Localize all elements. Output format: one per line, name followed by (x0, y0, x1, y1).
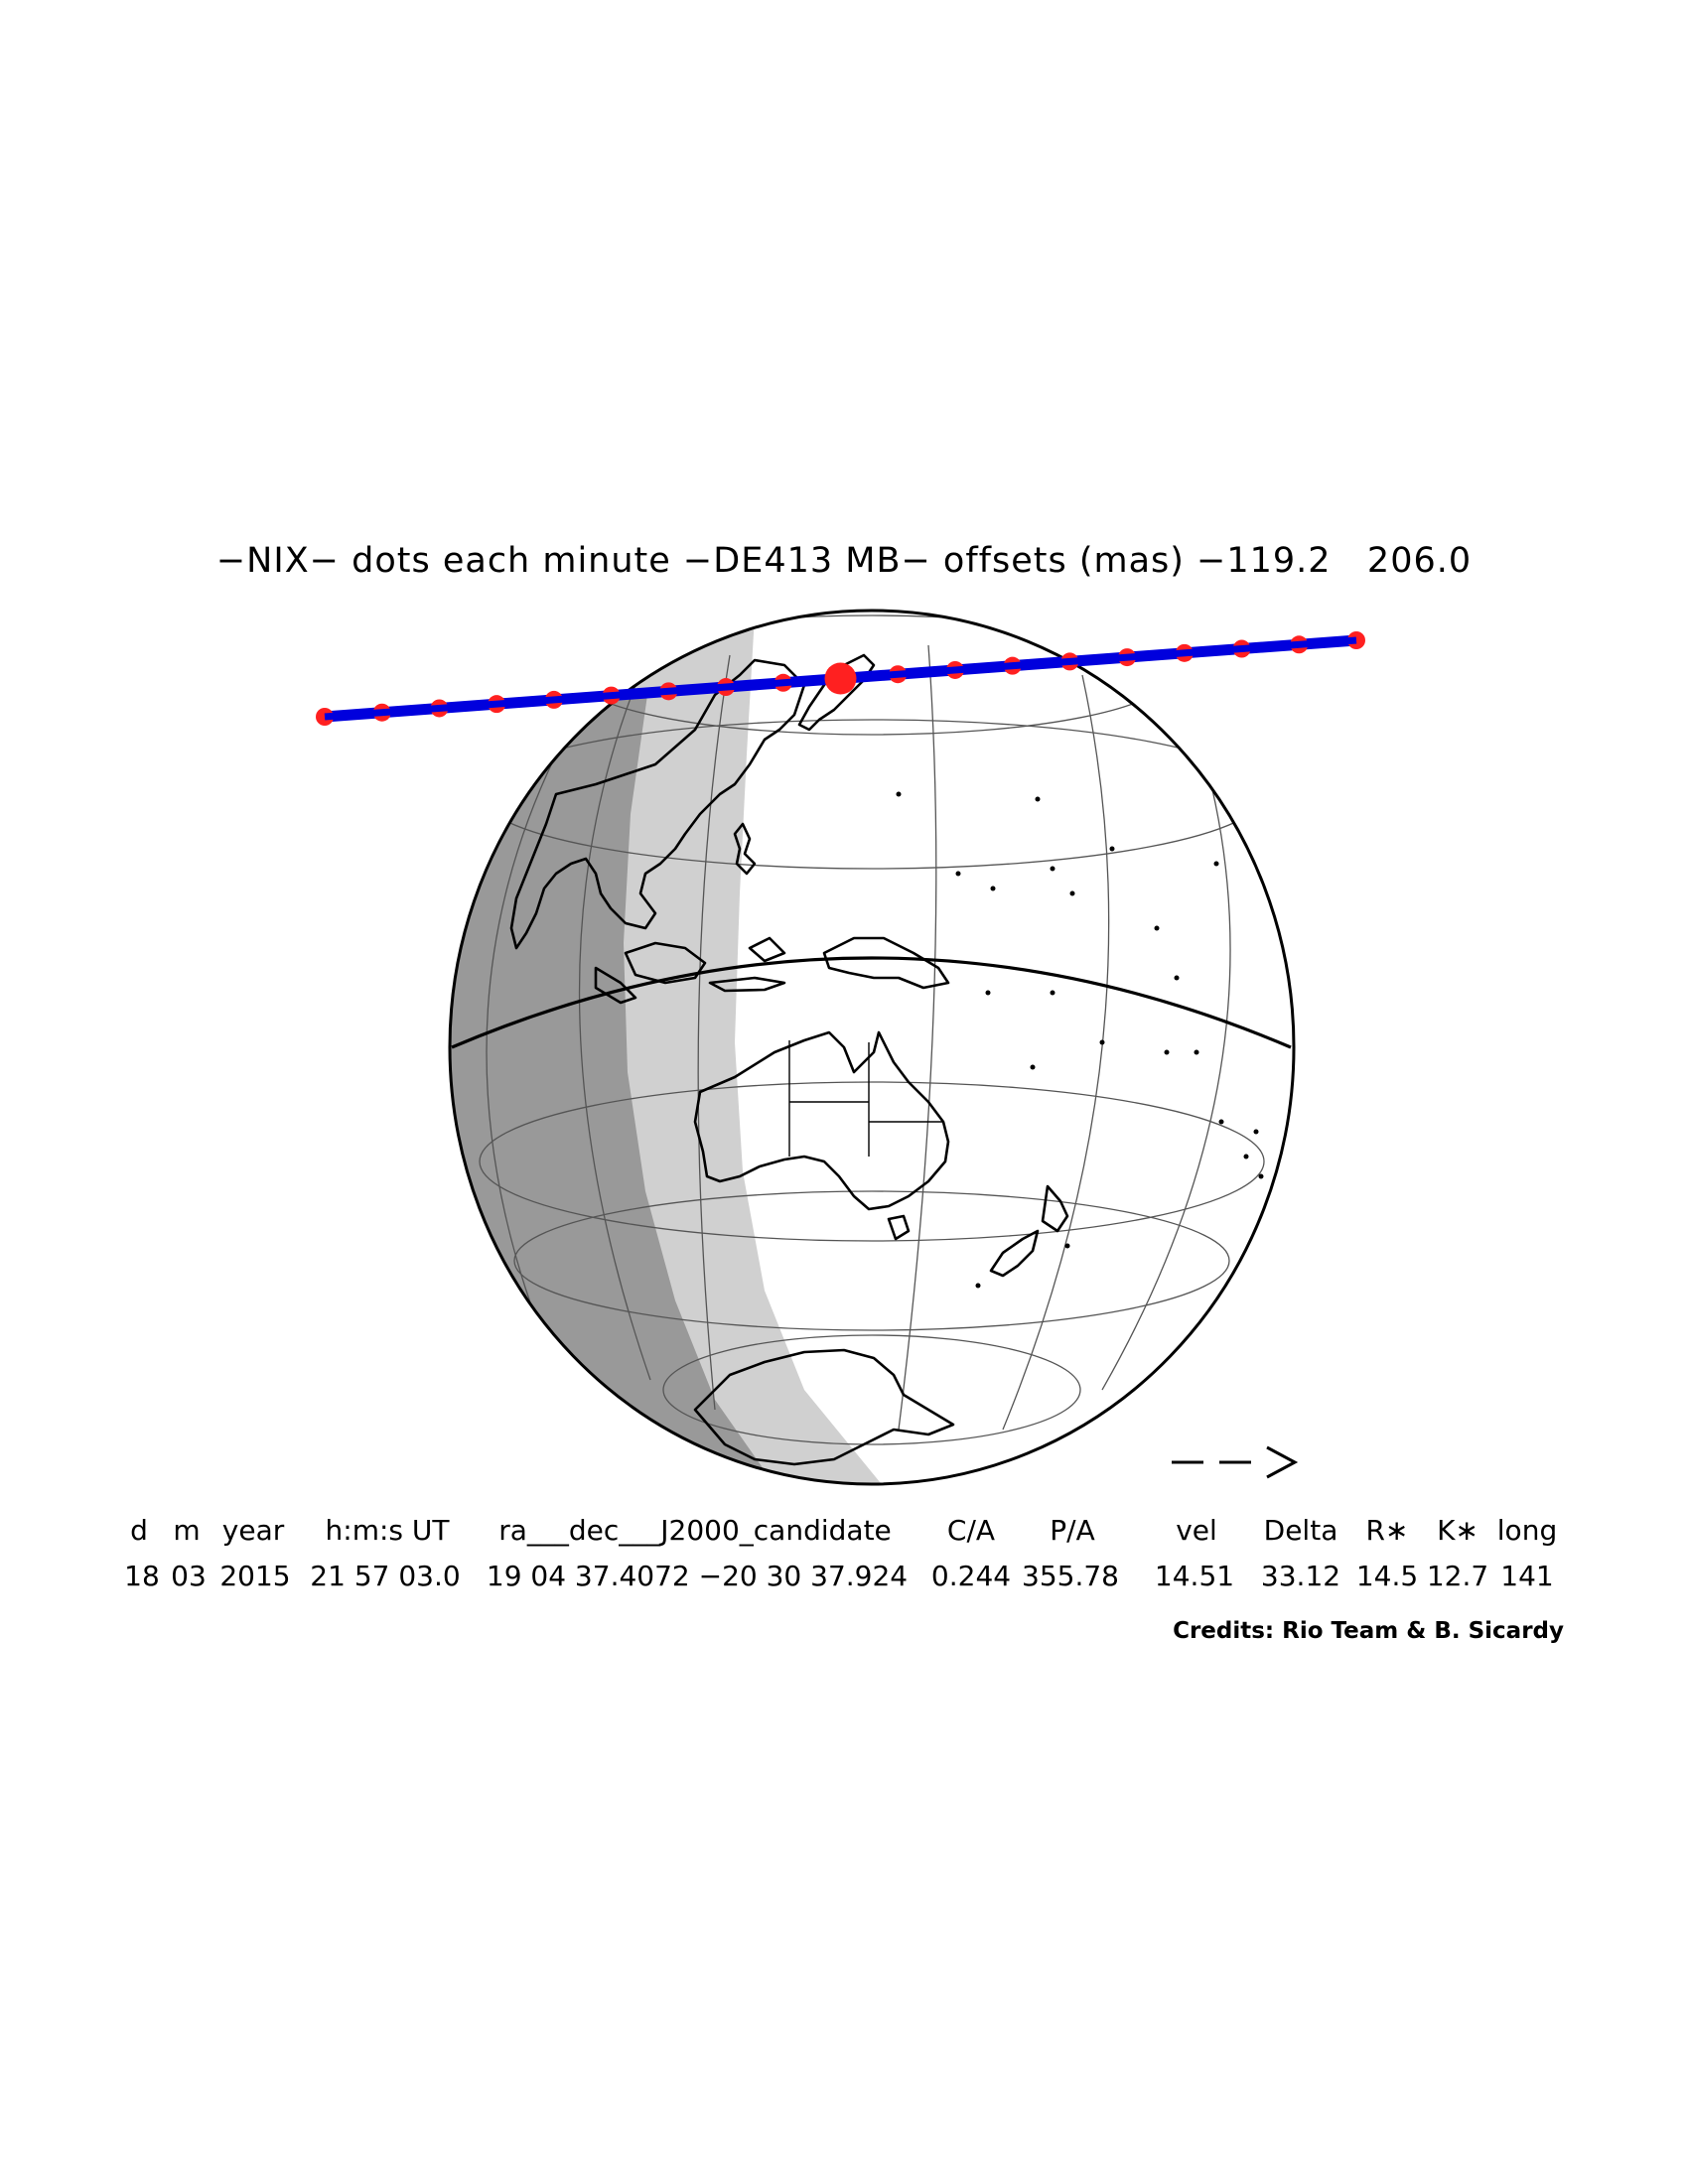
philippines-outline (733, 822, 757, 876)
japan-outline (797, 653, 876, 732)
path-dots (316, 631, 1365, 726)
value-vel: 14.51 (1154, 1560, 1235, 1592)
value-rstar: 14.5 (1355, 1560, 1419, 1592)
value-hms-ut: 21 57 03.0 (310, 1560, 461, 1592)
new-zealand-outline (989, 1184, 1069, 1278)
header-m: m (173, 1514, 201, 1547)
credits-text: Credits: Rio Team & B. Sicardy (1173, 1618, 1564, 1644)
australia-state-borders (788, 1040, 943, 1157)
header-pa: P/A (1050, 1514, 1095, 1547)
chart-title: −NIX− dots each minute −DE413 MB− offset… (215, 541, 1473, 581)
header-long: long (1496, 1514, 1558, 1547)
globe-outline (448, 609, 1296, 1486)
event-table: d m year h:m:s UT ra___dec___J2000_candi… (0, 1514, 1688, 1613)
indonesia-outline (594, 936, 786, 1005)
land-outlines (509, 653, 1069, 1466)
header-hms-ut: h:m:s UT (325, 1514, 450, 1547)
closest-approach-dot (824, 662, 857, 695)
header-rstar: R∗ (1365, 1514, 1409, 1547)
value-year: 2015 (219, 1560, 291, 1592)
header-ca: C/A (946, 1514, 996, 1547)
asia-outline (509, 658, 806, 950)
antarctica-outline (693, 1348, 955, 1466)
tasmania-outline (887, 1214, 911, 1241)
value-long: 141 (1500, 1560, 1554, 1592)
header-delta: Delta (1263, 1514, 1338, 1547)
value-pa: 355.78 (1022, 1560, 1119, 1592)
australia-outline (693, 1030, 950, 1211)
value-delta: 33.12 (1260, 1560, 1341, 1592)
header-kstar: K∗ (1437, 1514, 1478, 1547)
header-d: d (130, 1514, 148, 1547)
header-vel: vel (1176, 1514, 1217, 1547)
graticule (479, 614, 1265, 1445)
value-m: 03 (171, 1560, 207, 1592)
value-ca: 0.244 (930, 1560, 1012, 1592)
new-guinea-outline (822, 936, 950, 990)
header-year: year (221, 1514, 285, 1547)
value-kstar: 12.7 (1426, 1560, 1489, 1592)
header-ra-dec: ra___dec___J2000_candidate (498, 1514, 892, 1547)
direction-arrow (1172, 1445, 1299, 1479)
value-d: 18 (124, 1560, 160, 1592)
value-ra-dec: 19 04 37.4072 −20 30 37.924 (486, 1560, 909, 1592)
pacific-islands (896, 791, 1264, 1289)
equator-line (451, 956, 1292, 1049)
